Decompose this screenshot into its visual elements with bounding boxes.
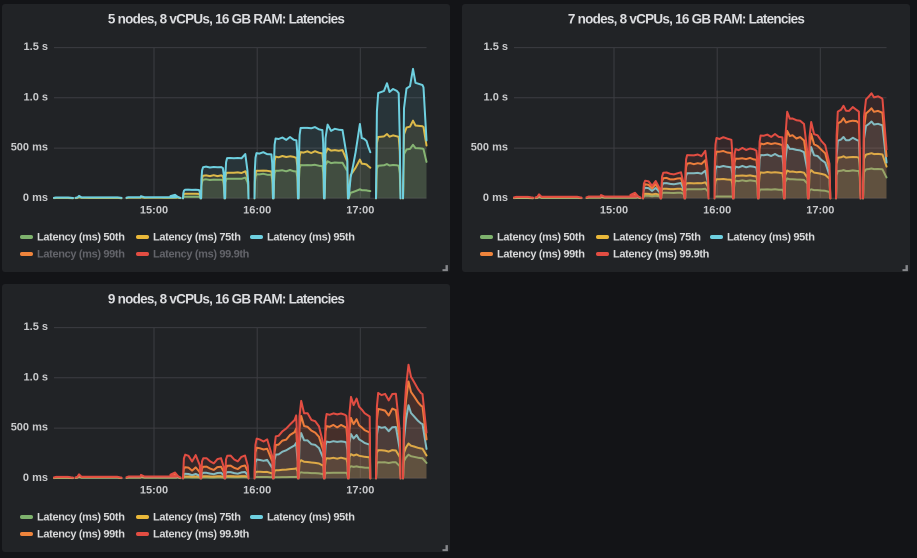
- svg-text:0 ms: 0 ms: [23, 472, 48, 484]
- svg-text:1.0 s: 1.0 s: [24, 371, 48, 383]
- svg-text:15:00: 15:00: [600, 205, 628, 217]
- svg-text:15:00: 15:00: [140, 485, 168, 497]
- svg-text:1.5 s: 1.5 s: [24, 321, 48, 333]
- svg-text:Latency (ms) 99th: Latency (ms) 99th: [497, 249, 585, 261]
- svg-text:0 ms: 0 ms: [23, 192, 48, 204]
- svg-text:16:00: 16:00: [243, 485, 271, 497]
- svg-text:Latency (ms) 95th: Latency (ms) 95th: [267, 512, 355, 524]
- svg-text:17:00: 17:00: [806, 205, 834, 217]
- svg-text:Latency (ms) 95th: Latency (ms) 95th: [727, 232, 815, 244]
- svg-text:Latency (ms) 75th: Latency (ms) 75th: [153, 232, 241, 244]
- svg-text:Latency (ms) 50th: Latency (ms) 50th: [497, 232, 585, 244]
- svg-text:Latency (ms) 50th: Latency (ms) 50th: [37, 232, 125, 244]
- svg-text:16:00: 16:00: [703, 205, 731, 217]
- svg-text:Latency (ms) 99.9th: Latency (ms) 99.9th: [613, 249, 710, 261]
- svg-text:Latency (ms) 75th: Latency (ms) 75th: [613, 232, 701, 244]
- svg-text:Latency (ms) 99th: Latency (ms) 99th: [37, 249, 125, 261]
- svg-text:16:00: 16:00: [243, 205, 271, 217]
- svg-text:500 ms: 500 ms: [11, 422, 48, 434]
- svg-text:Latency (ms) 50th: Latency (ms) 50th: [37, 512, 125, 524]
- svg-text:1.0 s: 1.0 s: [484, 91, 508, 103]
- svg-text:1.5 s: 1.5 s: [24, 41, 48, 53]
- svg-text:5 nodes, 8 vCPUs, 16 GB RAM: L: 5 nodes, 8 vCPUs, 16 GB RAM: Latencies: [108, 12, 345, 27]
- svg-text:17:00: 17:00: [346, 485, 374, 497]
- svg-text:1.0 s: 1.0 s: [24, 91, 48, 103]
- svg-text:Latency (ms) 99th: Latency (ms) 99th: [37, 529, 125, 541]
- svg-text:Latency (ms) 99.9th: Latency (ms) 99.9th: [153, 249, 250, 261]
- svg-text:Latency (ms) 75th: Latency (ms) 75th: [153, 512, 241, 524]
- svg-text:0 ms: 0 ms: [483, 192, 508, 204]
- svg-text:500 ms: 500 ms: [471, 142, 508, 154]
- svg-text:9 nodes, 8 vCPUs, 16 GB RAM: L: 9 nodes, 8 vCPUs, 16 GB RAM: Latencies: [108, 292, 345, 307]
- svg-text:Latency (ms) 95th: Latency (ms) 95th: [267, 232, 355, 244]
- svg-text:1.5 s: 1.5 s: [484, 41, 508, 53]
- svg-text:15:00: 15:00: [140, 205, 168, 217]
- svg-text:500 ms: 500 ms: [11, 142, 48, 154]
- svg-text:17:00: 17:00: [346, 205, 374, 217]
- svg-text:Latency (ms) 99.9th: Latency (ms) 99.9th: [153, 529, 250, 541]
- svg-text:7 nodes, 8 vCPUs, 16 GB RAM: L: 7 nodes, 8 vCPUs, 16 GB RAM: Latencies: [568, 12, 805, 27]
